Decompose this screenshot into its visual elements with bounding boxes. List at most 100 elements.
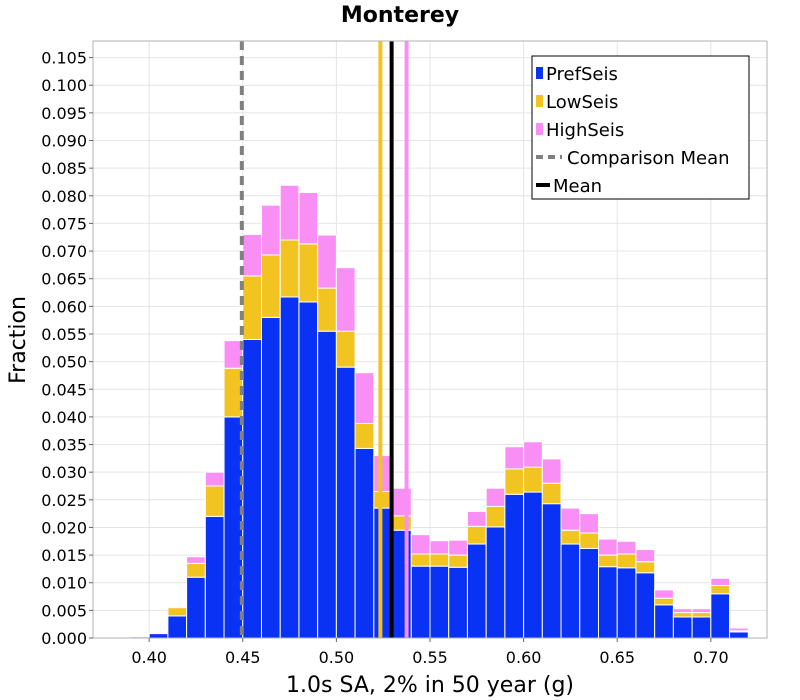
- bar-lowseis-segment: [579, 532, 599, 549]
- bar-highseis-segment: [335, 267, 356, 332]
- bar-highseis-segment: [504, 446, 525, 470]
- bar-highseis-segment: [654, 589, 674, 599]
- bar-lowseis-segment: [654, 597, 674, 606]
- bar-highseis-segment: [485, 487, 506, 507]
- y-tick-label: 0.095: [41, 104, 87, 123]
- bar-prefseis-segment: [429, 565, 450, 639]
- bar-prefseis-segment: [691, 616, 712, 639]
- y-tick-label: 0.010: [41, 574, 87, 593]
- bar-prefseis-segment: [298, 301, 319, 639]
- bar-prefseis-segment: [186, 576, 206, 639]
- bar-highseis-segment: [186, 556, 206, 564]
- bar-prefseis-segment: [672, 616, 693, 639]
- y-tick-label: 0.055: [41, 325, 87, 344]
- bar-prefseis-segment: [541, 503, 562, 639]
- bar-lowseis-segment: [466, 525, 487, 545]
- bar-lowseis-segment: [485, 505, 506, 528]
- legend: PrefSeis LowSeis HighSeis Comparison Mean Me…: [531, 55, 750, 200]
- bar-highseis-segment: [541, 458, 562, 484]
- y-tick-label: 0.070: [41, 242, 87, 261]
- bar-highseis-segment: [204, 471, 225, 487]
- bar-prefseis-segment: [167, 615, 188, 639]
- y-tick-label: 0.090: [41, 132, 87, 151]
- bar-prefseis-segment: [616, 567, 637, 639]
- bar-prefseis-segment: [148, 633, 169, 639]
- y-tick-label: 0.030: [41, 463, 87, 482]
- x-tick-label: 0.70: [693, 648, 729, 667]
- legend-label-comparison-mean: Comparison Mean: [567, 148, 730, 169]
- bar-lowseis-segment: [523, 466, 543, 493]
- bar-prefseis-segment: [261, 316, 281, 639]
- x-tick-label: 0.45: [225, 648, 261, 667]
- y-tick-label: 0.005: [41, 601, 87, 620]
- bar-prefseis-segment: [654, 604, 674, 639]
- bar-prefseis-segment: [635, 572, 656, 639]
- bar-prefseis-segment: [579, 547, 599, 639]
- x-tick-label: 0.60: [506, 648, 542, 667]
- bar-prefseis-segment: [410, 565, 431, 639]
- bar-lowseis-segment: [635, 561, 656, 574]
- bar-highseis-segment: [691, 608, 712, 614]
- bar-highseis-segment: [317, 234, 337, 289]
- y-tick-label: 0.000: [41, 629, 87, 648]
- bar-prefseis-segment: [710, 593, 731, 639]
- legend-label-prefseis: PrefSeis: [546, 64, 618, 85]
- y-axis-title: Fraction: [6, 296, 31, 384]
- bar-lowseis-segment: [279, 239, 300, 298]
- y-tick-label: 0.105: [41, 49, 87, 68]
- bar-highseis-segment: [579, 513, 599, 534]
- bar-lowseis-segment: [148, 631, 169, 635]
- bar-lowseis-segment: [598, 554, 618, 568]
- bar-highseis-segment: [429, 540, 450, 555]
- bar-lowseis-segment: [167, 607, 188, 617]
- y-tick-label: 0.100: [41, 76, 87, 95]
- bar-prefseis-segment: [485, 526, 506, 639]
- y-tick-label: 0.020: [41, 518, 87, 537]
- bar-highseis-segment: [242, 233, 262, 277]
- y-tick-label: 0.060: [41, 297, 87, 316]
- chart-title: Monterey: [341, 3, 459, 28]
- bar-prefseis-segment: [335, 366, 356, 639]
- bar-lowseis-segment: [204, 485, 225, 517]
- bar-prefseis-segment: [560, 543, 581, 639]
- bar-highseis-segment: [523, 441, 543, 468]
- bar-lowseis-segment: [672, 612, 693, 618]
- bar-highseis-segment: [598, 538, 618, 556]
- y-tick-label: 0.025: [41, 491, 87, 510]
- y-tick-label: 0.085: [41, 159, 87, 178]
- bar-prefseis-segment: [448, 566, 468, 639]
- legend-label-highseis: HighSeis: [546, 120, 624, 141]
- bar-prefseis-segment: [466, 543, 487, 639]
- x-axis-title: 1.0s SA, 2% in 50 year (g): [286, 673, 574, 698]
- bar-highseis-segment: [261, 204, 281, 256]
- x-tick-label: 0.40: [131, 648, 167, 667]
- bar-highseis-segment: [298, 191, 319, 245]
- y-tick-label: 0.035: [41, 436, 87, 455]
- bar-lowseis-segment: [298, 243, 319, 303]
- legend-label-lowseis: LowSeis: [546, 92, 618, 113]
- bar-highseis-segment: [729, 627, 749, 632]
- x-tick-label: 0.65: [599, 648, 635, 667]
- bar-prefseis-segment: [729, 631, 749, 639]
- bar-lowseis-segment: [560, 529, 581, 545]
- bar-highseis-segment: [410, 534, 431, 555]
- mean-lines: [239, 41, 409, 638]
- bar-lowseis-segment: [186, 562, 206, 578]
- y-tick-label: 0.080: [41, 187, 87, 206]
- bar-highseis-segment: [466, 510, 487, 527]
- legend-box: [531, 55, 750, 200]
- x-tick-label: 0.55: [412, 648, 448, 667]
- bar-lowseis-segment: [335, 330, 356, 368]
- x-tick-label: 0.50: [319, 648, 355, 667]
- bar-highseis-segment: [635, 549, 656, 563]
- bar-lowseis-segment: [317, 287, 337, 332]
- bar-lowseis-segment: [242, 275, 262, 340]
- y-tick-label: 0.050: [41, 353, 87, 372]
- y-tick-label: 0.075: [41, 214, 87, 233]
- bar-lowseis-segment: [616, 553, 637, 569]
- bar-lowseis-segment: [541, 482, 562, 505]
- legend-swatch-lowseis: [536, 95, 543, 107]
- y-tick-label: 0.040: [41, 408, 87, 427]
